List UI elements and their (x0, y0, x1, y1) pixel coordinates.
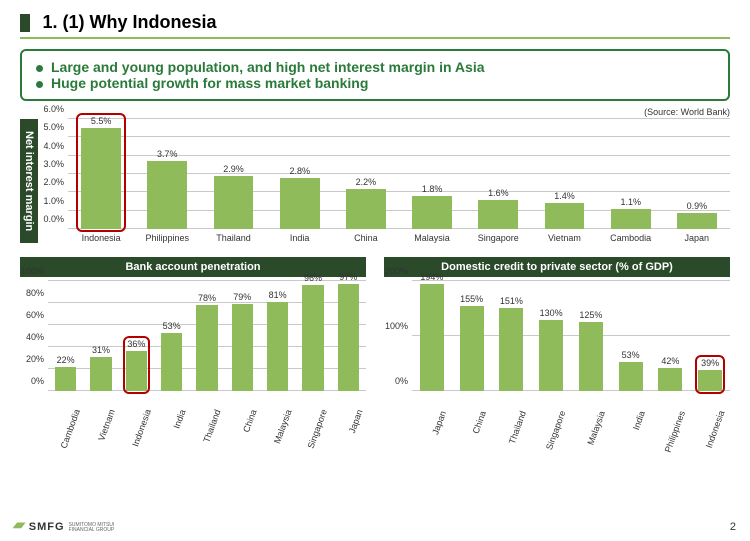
chart-nim-label: Net interest margin (20, 119, 38, 243)
bar: 1.1% (598, 197, 664, 229)
bar: 22% (48, 355, 83, 391)
bar: 0.9% (664, 201, 730, 230)
bar: 155% (452, 294, 492, 391)
logo-sub2: FINANCIAL GROUP (69, 528, 115, 533)
bar: 1.4% (531, 191, 597, 229)
highlight-bullet: Huge potential growth for mass market ba… (36, 75, 714, 91)
chart-credit-plot: 0%100%200%194%155%151%130%125%53%42%39% (412, 281, 730, 391)
logo-text: SMFG (29, 521, 65, 533)
chart-credit: Domestic credit to private sector (% of … (384, 257, 730, 427)
bar: 96% (295, 273, 330, 391)
bar: 5.5% (68, 116, 134, 229)
chart-nim-plot: 0.0%1.0%2.0%3.0%4.0%5.0%6.0%5.5%3.7%2.9%… (68, 119, 730, 229)
bar: 97% (331, 272, 366, 391)
title-row: 1. (1) Why Indonesia (20, 12, 730, 33)
highlight-bullet: Large and young population, and high net… (36, 59, 714, 75)
highlight-box: Large and young population, and high net… (20, 49, 730, 101)
logo: ▰ SMFG SUMITOMO MITSUI FINANCIAL GROUP (14, 516, 114, 533)
chart-bap: Bank account penetration 0%20%40%60%80%1… (20, 257, 366, 427)
footer: ▰ SMFG SUMITOMO MITSUI FINANCIAL GROUP 2 (14, 516, 736, 533)
bar: 1.8% (399, 184, 465, 229)
chart-credit-xlabels: JapanChinaThailandSingaporeMalaysiaIndia… (412, 393, 730, 427)
chart-nim-xlabels: IndonesiaPhilippinesThailandIndiaChinaMa… (68, 233, 730, 243)
slide-title: 1. (1) Why Indonesia (42, 12, 216, 33)
bar: 2.2% (333, 177, 399, 229)
bar: 31% (83, 345, 118, 391)
chart-bap-xlabels: CambodiaVietnamIndonesiaIndiaThailandChi… (48, 393, 366, 427)
bar: 79% (225, 292, 260, 391)
bar: 53% (154, 321, 189, 391)
bar: 1.6% (465, 188, 531, 229)
bar: 3.7% (134, 149, 200, 229)
bar: 42% (651, 356, 691, 391)
bar: 2.8% (267, 166, 333, 229)
bar: 39% (690, 358, 730, 391)
bottom-charts-row: Bank account penetration 0%20%40%60%80%1… (20, 257, 730, 427)
chart-bap-plot: 0%20%40%60%80%100%22%31%36%53%78%79%81%9… (48, 281, 366, 391)
page-number: 2 (730, 521, 736, 533)
bar: 78% (189, 293, 224, 391)
title-underline (20, 37, 730, 39)
bar: 53% (611, 350, 651, 391)
chart-nim: Net interest margin 0.0%1.0%2.0%3.0%4.0%… (20, 119, 730, 243)
bar: 130% (531, 308, 571, 392)
bar: 125% (571, 310, 611, 391)
bar: 151% (492, 296, 532, 391)
title-accent (20, 14, 30, 32)
bar: 194% (412, 272, 452, 391)
bar: 81% (260, 290, 295, 391)
logo-icon: ▰ (12, 516, 27, 533)
bar: 2.9% (200, 164, 266, 229)
bar: 36% (119, 339, 154, 391)
